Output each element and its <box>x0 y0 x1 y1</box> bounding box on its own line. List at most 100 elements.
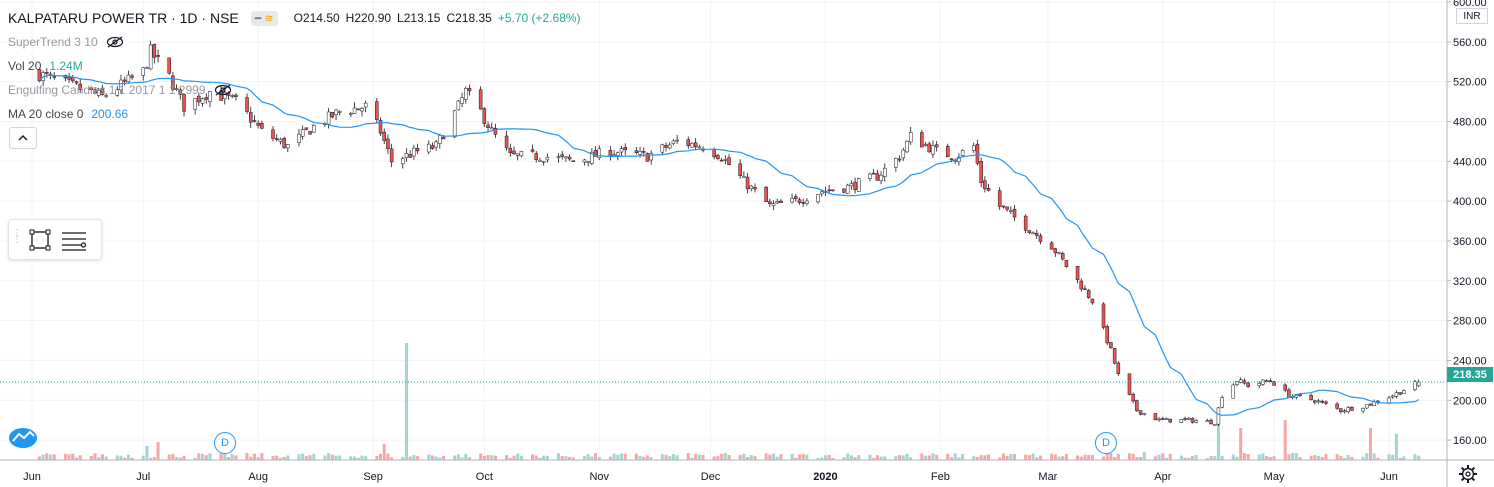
candle-body <box>375 101 379 120</box>
indicator-row-supertrend[interactable]: SuperTrend 3 10 <box>8 30 581 54</box>
hidden-eye-icon[interactable] <box>214 84 232 96</box>
rectangle-tool-button[interactable] <box>23 223 57 257</box>
candle-body <box>753 187 757 190</box>
volume-bar <box>556 453 560 460</box>
volume-bar <box>408 456 412 460</box>
volume-bar <box>412 455 416 460</box>
rectangle-icon <box>29 229 51 250</box>
volume-bar <box>1079 456 1083 460</box>
candle-body <box>519 151 524 157</box>
candle-body <box>74 81 79 84</box>
candle-body <box>486 124 490 129</box>
candle-body <box>363 102 368 108</box>
volume-bar <box>323 455 327 460</box>
candle-body <box>649 153 653 161</box>
candle-body <box>141 67 145 76</box>
indicator-label: SuperTrend 3 10 <box>8 35 98 49</box>
volume-bar <box>334 455 338 460</box>
currency-label[interactable]: INR <box>1456 8 1488 24</box>
volume-bar <box>671 454 675 460</box>
candle-body <box>167 57 171 74</box>
volume-bar <box>1102 456 1106 460</box>
candle-body <box>1127 373 1132 395</box>
volume-bar <box>542 455 546 460</box>
candle-body <box>1316 400 1321 403</box>
symbol-title[interactable]: KALPATARU POWER TR · 1D · NSE <box>8 10 239 26</box>
volume-bar <box>879 456 883 460</box>
volume-bar <box>823 455 827 460</box>
candle-body <box>1157 418 1161 421</box>
candle-body <box>616 152 620 156</box>
chart-pane[interactable] <box>0 0 1447 460</box>
lines-icon <box>62 231 87 251</box>
volume-bar <box>493 455 497 460</box>
candle-body <box>642 151 646 153</box>
candle-body <box>686 139 691 146</box>
candle-body <box>408 154 412 158</box>
hidden-eye-icon[interactable] <box>106 36 124 48</box>
candle-body <box>1261 379 1265 385</box>
volume-bar <box>252 453 256 460</box>
volume-bar <box>175 456 179 460</box>
drawing-toolbar[interactable]: ⋮ ⋮ <box>8 219 102 260</box>
price-axis[interactable]: 160.00 200.00 240.00 280.00 320.00 360.00 400.… <box>1447 0 1487 447</box>
volume-bar <box>634 453 638 460</box>
candle-body <box>1023 215 1028 231</box>
candle-body <box>723 159 728 161</box>
candle-body <box>749 185 754 189</box>
line-style-button[interactable] <box>57 223 91 257</box>
dividend-marker[interactable]: D <box>214 432 236 454</box>
candle-body <box>541 161 546 163</box>
candle-body <box>208 91 212 103</box>
volume-bar <box>972 456 976 460</box>
candle-body <box>946 145 950 158</box>
candle-body <box>693 142 698 148</box>
high-value: H220.90 <box>345 11 392 25</box>
volume-bar <box>946 453 950 460</box>
volume-bar <box>790 453 794 460</box>
volume-bar <box>764 453 768 460</box>
volume-bar <box>519 455 523 460</box>
candle-body <box>96 89 101 96</box>
time-tick-label: Oct <box>476 471 493 483</box>
tradingview-logo-icon[interactable] <box>8 425 38 449</box>
candle-body <box>1142 413 1147 415</box>
volume-bar <box>1394 434 1398 460</box>
volume-bar <box>219 453 223 460</box>
volume-bar <box>63 453 67 460</box>
gear-icon[interactable] <box>1458 464 1478 484</box>
candle-body <box>675 139 679 142</box>
candle-body <box>901 149 906 159</box>
volume-bar <box>1257 454 1261 460</box>
drag-handle-icon[interactable]: ⋮ ⋮ <box>12 227 22 245</box>
volume-bar <box>1213 455 1217 460</box>
volume-bar <box>193 457 197 460</box>
volume-bar <box>97 457 101 460</box>
candle-body <box>78 83 82 90</box>
candle-body <box>100 87 105 95</box>
indicator-row-volume[interactable]: Vol 20 1.24M <box>8 54 581 78</box>
candle-body <box>1079 280 1084 290</box>
candle-body <box>256 122 260 126</box>
candle-body <box>412 147 416 157</box>
collapse-legend-button[interactable] <box>9 127 37 149</box>
volume-bar <box>479 453 483 460</box>
volume-bar <box>1413 454 1417 460</box>
legend: KALPATARU POWER TR · 1D · NSE ━ ≋ O214.5… <box>8 6 581 126</box>
candle-body <box>1342 410 1347 413</box>
indicator-row-engulfing[interactable]: Engulfing Candles 1 1 2017 1 1 2999 <box>8 78 581 102</box>
candle-body <box>1012 208 1017 218</box>
volume-bar <box>1398 457 1402 460</box>
dividend-marker[interactable]: D <box>1095 432 1117 454</box>
price-tick-label: 160.00 <box>1453 435 1487 447</box>
candle-body <box>560 154 564 157</box>
chart-style-pill[interactable]: ━ ≋ <box>250 10 278 26</box>
volume-bar <box>45 453 49 460</box>
volume-bar <box>1131 453 1135 460</box>
candle-body <box>849 183 854 187</box>
candle-body <box>660 144 665 153</box>
volume-bar <box>1291 453 1295 460</box>
indicator-row-ma[interactable]: MA 20 close 0 200.66 <box>8 102 581 126</box>
time-axis[interactable]: Jun Jul Aug Sep Oct Nov Dec 2020 Feb Mar Apr May Jun <box>23 471 1398 483</box>
